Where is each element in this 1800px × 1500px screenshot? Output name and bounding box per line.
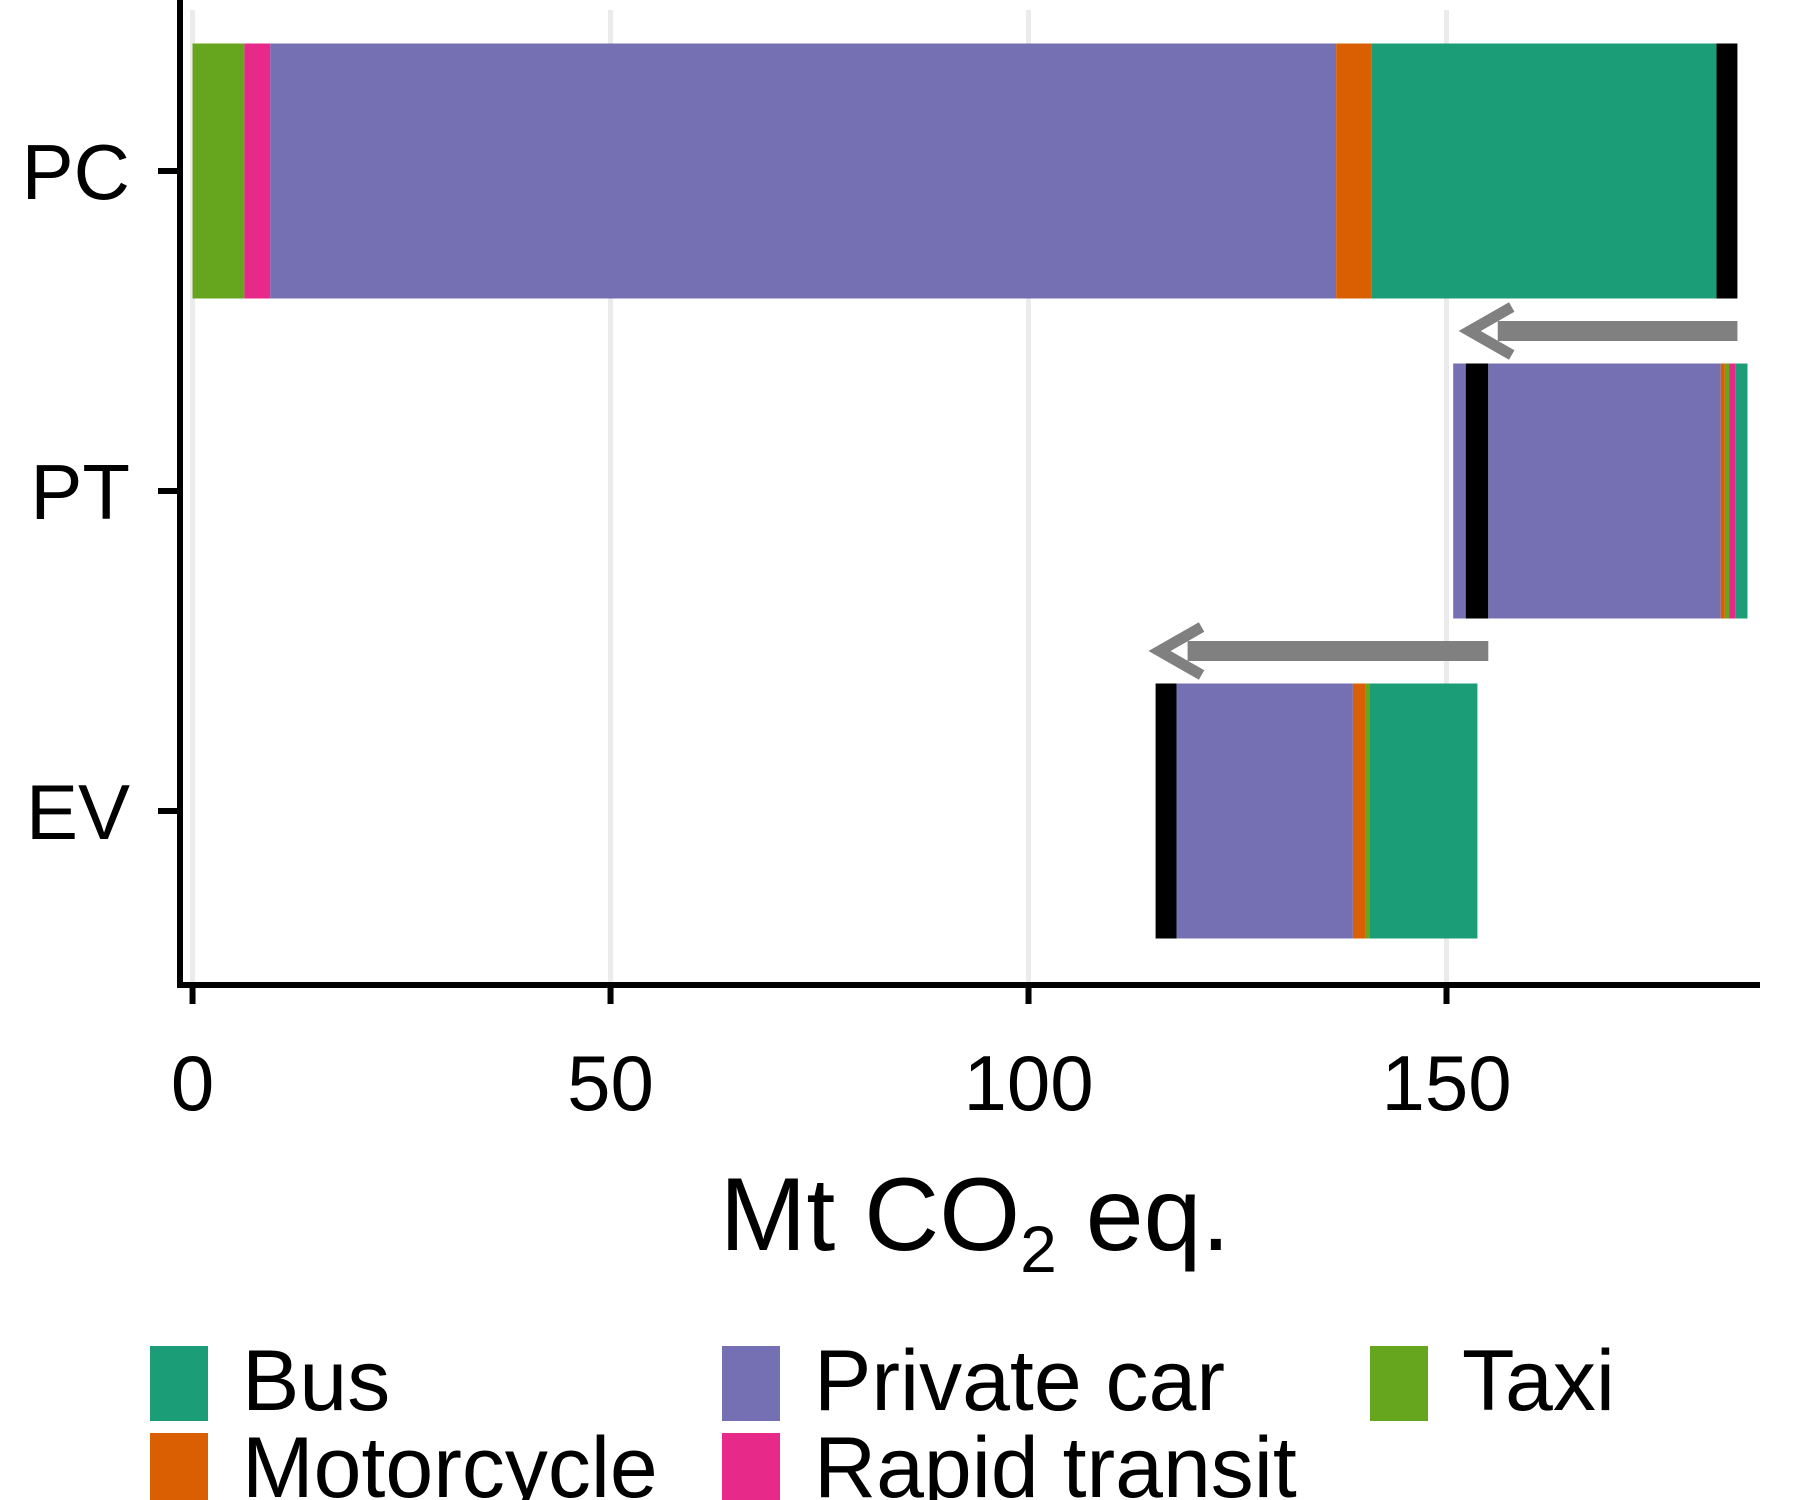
arrow-pt-to-ev	[1148, 622, 1489, 680]
x-axis-title-prefix: Mt CO	[720, 1157, 1020, 1273]
arrow-pc-to-pt	[1458, 302, 1738, 360]
legend: Bus Private car Taxi Motorcycle Rapid transi…	[150, 1333, 1615, 1500]
bar-pc-motorcycle-3	[1336, 43, 1372, 299]
legend-label-bus: Bus	[242, 1333, 390, 1429]
y-tick-label-pt: PT	[30, 448, 130, 536]
legend-item-rapid-transit: Rapid transit	[722, 1420, 1297, 1500]
legend-label-private-car: Private car	[814, 1333, 1225, 1429]
x-tick-label-0: 0	[171, 1039, 214, 1127]
bar-ev-motorcycle-2	[1352, 683, 1366, 939]
bar-pc-net-5	[1716, 43, 1738, 299]
legend-swatch-rapid-transit	[722, 1433, 780, 1500]
legend-item-private-car: Private car	[722, 1333, 1225, 1429]
bar-pc-rapid-transit-1	[244, 43, 271, 299]
legend-swatch-private-car	[722, 1346, 780, 1421]
bar-pt-taxi-4	[1724, 363, 1730, 619]
legend-label-rapid-transit: Rapid transit	[814, 1420, 1297, 1500]
bar-ev-net-0	[1155, 683, 1177, 939]
tick-labels: 0 50 100 150 PC PT EV	[22, 128, 1512, 1127]
x-tick-label-150: 150	[1381, 1039, 1511, 1127]
legend-swatch-taxi	[1370, 1346, 1428, 1421]
x-axis-title-subscript: 2	[1020, 1212, 1057, 1286]
bar-ev-bus-4	[1369, 683, 1478, 939]
bar-pc-bus-4	[1371, 43, 1717, 299]
x-tick-label-50: 50	[567, 1039, 654, 1127]
bar-ev-private-car-1	[1176, 683, 1353, 939]
legend-label-taxi: Taxi	[1462, 1333, 1615, 1429]
bar-pc-taxi-0	[192, 43, 245, 299]
legend-item-bus: Bus	[150, 1333, 390, 1429]
bar-pt-rapid-transit-5	[1729, 363, 1736, 619]
arrow-head-0	[1458, 302, 1515, 360]
legend-swatch-motorcycle	[150, 1433, 208, 1500]
x-tick-label-100: 100	[963, 1039, 1093, 1127]
arrow-head-1	[1148, 622, 1205, 680]
legend-item-motorcycle: Motorcycle	[150, 1420, 658, 1500]
bar-pt-net-1	[1465, 363, 1489, 619]
bar-pc-private-car-2	[270, 43, 1337, 299]
bar-pt-motorcycle-3	[1720, 363, 1725, 619]
legend-swatch-bus	[150, 1346, 208, 1421]
arrows	[1148, 302, 1738, 680]
y-tick-label-pc: PC	[22, 128, 130, 216]
axes	[158, 0, 1760, 1004]
legend-label-motorcycle: Motorcycle	[242, 1420, 658, 1500]
x-axis-title-suffix: eq.	[1057, 1157, 1230, 1273]
bar-pt-bus-6	[1735, 363, 1748, 619]
y-tick-label-ev: EV	[26, 768, 130, 856]
bar-pt-private-car-2	[1488, 363, 1721, 619]
bars	[192, 43, 1748, 939]
legend-item-taxi: Taxi	[1370, 1333, 1615, 1429]
x-axis-title: Mt CO2 eq.	[720, 1157, 1231, 1286]
bar-ev-taxi-3	[1365, 683, 1370, 939]
bar-pt-private-car-0	[1453, 363, 1466, 619]
